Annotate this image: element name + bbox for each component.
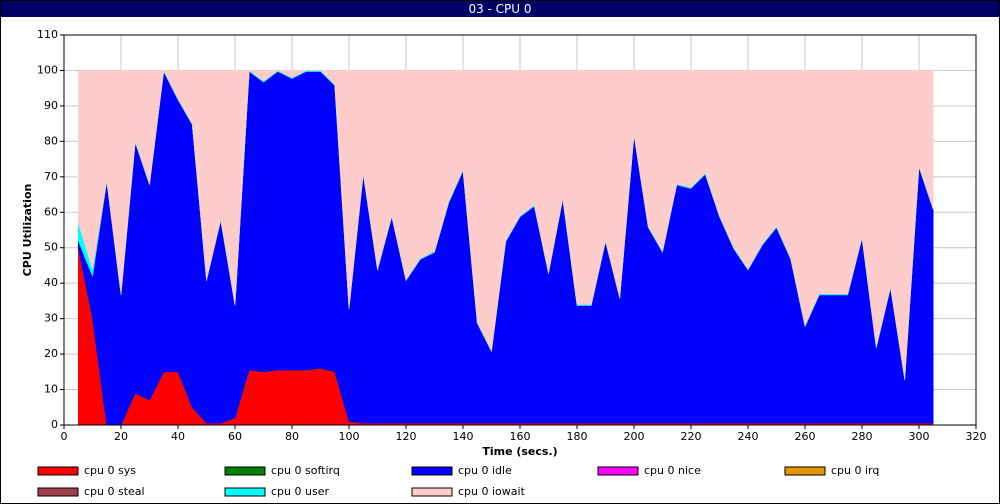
x-tick-label: 240 [738, 430, 759, 443]
legend-swatch [411, 466, 453, 476]
x-tick-label: 220 [681, 430, 702, 443]
x-tick-label: 160 [510, 430, 531, 443]
legend-swatch [224, 466, 266, 476]
y-tick-label: 90 [44, 99, 58, 112]
legend-swatch [37, 466, 79, 476]
y-tick-label: 30 [44, 312, 58, 325]
x-tick-label: 140 [453, 430, 474, 443]
y-tick-label: 110 [37, 28, 58, 41]
y-tick-label: 60 [44, 205, 58, 218]
x-tick-label: 40 [171, 430, 185, 443]
legend-swatch [597, 466, 639, 476]
legend-label: cpu 0 steal [84, 485, 145, 498]
legend-label: cpu 0 user [271, 485, 329, 498]
legend-label: cpu 0 iowait [458, 485, 526, 498]
x-tick-label: 200 [624, 430, 645, 443]
x-tick-label: 300 [909, 430, 930, 443]
y-tick-label: 20 [44, 347, 58, 360]
legend-swatch [411, 487, 453, 497]
y-axis-label: CPU Utilization [21, 184, 34, 277]
legend-label: cpu 0 idle [458, 464, 512, 477]
x-tick-label: 80 [285, 430, 299, 443]
y-tick-label: 40 [44, 276, 58, 289]
legend-label: cpu 0 irq [831, 464, 879, 477]
x-tick-label: 280 [852, 430, 873, 443]
x-tick-label: 320 [966, 430, 987, 443]
x-axis-label: Time (secs.) [482, 445, 557, 458]
area [78, 69, 934, 379]
x-tick-label: 60 [228, 430, 242, 443]
legend-label: cpu 0 softirq [271, 464, 340, 477]
x-tick-label: 260 [795, 430, 816, 443]
x-tick-label: 100 [339, 430, 360, 443]
y-tick-label: 0 [51, 418, 58, 431]
legend-label: cpu 0 nice [644, 464, 701, 477]
y-tick-label: 70 [44, 170, 58, 183]
y-tick-label: 80 [44, 134, 58, 147]
legend-swatch [784, 466, 826, 476]
x-tick-label: 0 [61, 430, 68, 443]
legend-swatch [224, 487, 266, 497]
y-tick-label: 50 [44, 241, 58, 254]
legend-swatch [37, 487, 79, 497]
x-tick-label: 20 [114, 430, 128, 443]
chart: 0 10 20 30 40 50 60 70 80 90 100 110 0 20 40 60 80 100 120… [21, 28, 987, 498]
y-tick-label: 100 [37, 63, 58, 76]
x-tick-label: 120 [396, 430, 417, 443]
y-tick-label: 10 [44, 383, 58, 396]
plot-frame [63, 34, 977, 426]
x-tick-label: 180 [567, 430, 588, 443]
title-bar: 03 - CPU 0 [1, 1, 999, 17]
legend-label: cpu 0 sys [84, 464, 136, 477]
